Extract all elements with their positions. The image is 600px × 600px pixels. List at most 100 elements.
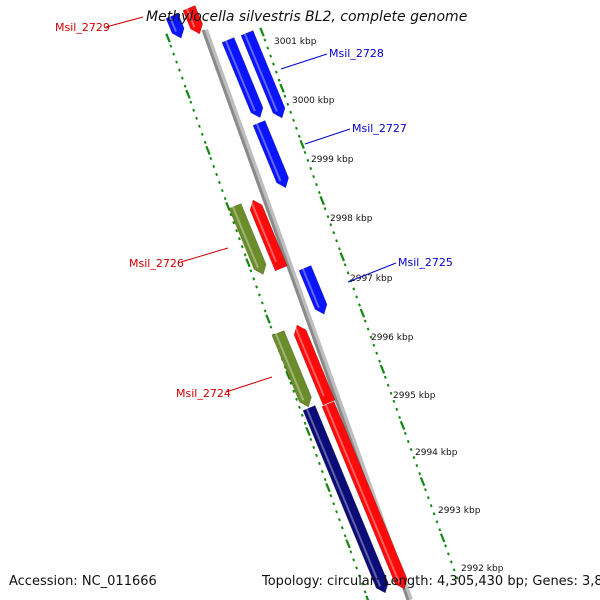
track-tick — [303, 150, 307, 155]
track-tick — [426, 496, 430, 500]
scale-tick-label: 2992 kbp — [461, 564, 504, 574]
scale-tick-label: 2997 kbp — [350, 274, 393, 284]
track-tick — [243, 253, 247, 257]
track-tick — [265, 314, 271, 324]
track-tick — [205, 145, 211, 155]
track-tick — [255, 285, 258, 289]
track-tick — [245, 258, 251, 268]
track-tick — [312, 174, 316, 179]
track-tick — [389, 391, 393, 395]
track-tick — [343, 534, 347, 538]
track-tick — [309, 437, 313, 442]
track-tick — [315, 453, 318, 458]
track-tick — [289, 110, 293, 114]
track-tick — [218, 180, 221, 185]
track-tick — [318, 461, 321, 466]
gene-label: Msil_2728 — [329, 47, 384, 60]
track-tick — [369, 335, 373, 339]
track-tick — [363, 590, 367, 594]
track-tick — [412, 455, 416, 460]
track-tick — [345, 539, 351, 549]
track-tick — [258, 293, 261, 297]
track-tick — [432, 512, 436, 516]
gene-msil-2725-highlight — [301, 268, 320, 309]
gene-msil-2728-b — [240, 30, 286, 119]
track-tick — [259, 27, 265, 37]
track-tick — [343, 263, 347, 267]
gene-msil-2726-olive-highlight — [231, 206, 259, 269]
track-tick — [355, 566, 358, 570]
track-tick — [289, 381, 293, 385]
accession-info: Accession: NC_011666 — [9, 574, 157, 589]
gene-msil-2727 — [252, 120, 289, 189]
track-tick — [299, 139, 305, 149]
gene-label-leader — [347, 262, 397, 283]
track-tick — [279, 83, 285, 93]
track-tick — [309, 166, 313, 171]
track-tick — [366, 327, 370, 331]
track-tick — [360, 582, 364, 586]
track-tick — [355, 295, 359, 299]
track-tick — [277, 78, 281, 82]
topology-value: circular — [326, 574, 376, 589]
track-tick — [326, 215, 330, 219]
track-tick — [335, 239, 338, 243]
gene-msil-2725 — [298, 265, 328, 315]
track-tick — [198, 124, 201, 128]
track-tick — [274, 70, 278, 74]
gene-msil-2729-forward — [165, 13, 185, 39]
track-tick — [175, 60, 178, 64]
track-tick — [415, 464, 419, 468]
track-tick — [363, 319, 367, 323]
track-tick — [212, 164, 216, 169]
track-tick — [398, 415, 402, 419]
track-tick — [195, 116, 198, 120]
gene-msil-2728-a-highlight — [224, 40, 256, 112]
gene-msil-2727-highlight — [255, 123, 282, 182]
track-tick — [249, 269, 253, 273]
track-tick — [286, 102, 290, 106]
gene-label-leader — [280, 53, 328, 70]
track-tick — [338, 518, 341, 522]
track-tick — [349, 550, 353, 554]
genes-label: Genes: — [532, 574, 578, 589]
length-label: Length: — [383, 574, 433, 589]
track-tick — [209, 156, 213, 161]
track-tick — [449, 560, 453, 564]
inner-tick-track — [165, 33, 370, 600]
gene-msil-2726-red-highlight — [249, 200, 277, 263]
gene-msil-2724-red-highlight — [293, 325, 325, 397]
track-tick — [329, 223, 333, 227]
track-tick — [223, 196, 227, 201]
track-tick — [359, 308, 366, 318]
track-tick — [339, 252, 346, 262]
scale-tick-label: 2998 kbp — [330, 214, 373, 224]
gene-msil-2726-red — [249, 199, 288, 272]
track-tick — [379, 364, 386, 374]
track-tick — [424, 488, 427, 492]
track-tick — [312, 445, 316, 450]
gene-msil-2728-b-highlight — [243, 33, 278, 112]
gene-msil-2729-reverse-highlight — [185, 8, 196, 28]
track-tick — [383, 375, 387, 379]
gene-long-forward — [302, 405, 389, 594]
track-tick — [183, 84, 187, 88]
track-tick — [238, 237, 241, 241]
track-tick — [455, 576, 459, 580]
track-tick — [352, 287, 356, 291]
track-tick — [192, 108, 196, 112]
track-tick — [295, 397, 298, 401]
track-tick — [172, 52, 176, 56]
track-tick — [419, 477, 426, 487]
track-tick — [232, 221, 236, 225]
track-tick — [292, 118, 295, 122]
track-tick — [386, 383, 390, 387]
gene-label-leader — [105, 16, 144, 28]
gene-long-reverse — [321, 401, 408, 590]
gene-label: Msil_2724 — [176, 387, 231, 400]
track-tick — [180, 76, 184, 80]
gene-msil-2729-reverse — [182, 5, 203, 35]
scale-tick-label: 2993 kbp — [438, 506, 481, 516]
track-tick — [392, 399, 396, 403]
